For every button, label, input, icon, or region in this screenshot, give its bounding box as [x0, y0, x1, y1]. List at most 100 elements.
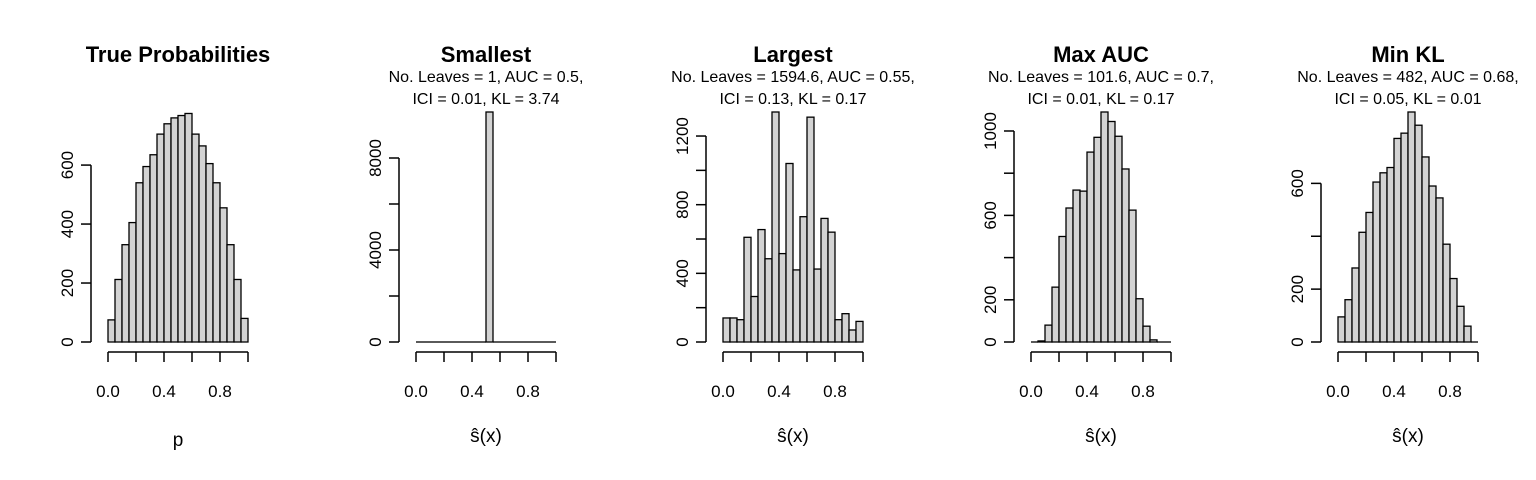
histogram-bar — [219, 207, 228, 343]
x-axis-label: ŝ(x) — [1085, 426, 1117, 447]
histogram-bar — [128, 221, 137, 343]
histogram-bar — [184, 112, 193, 343]
histogram-bar — [1428, 185, 1437, 343]
histogram-bar — [1086, 151, 1095, 343]
histogram-bar — [1421, 156, 1430, 343]
y-tick-label: 0 — [673, 337, 692, 346]
y-tick-label: 1200 — [673, 117, 692, 155]
histogram-bar — [121, 244, 130, 343]
x-tick-label: 0.4 — [460, 382, 484, 401]
panel-subtitle-line: ICI = 0.01, KL = 3.74 — [412, 91, 559, 108]
x-tick-label: 0.8 — [516, 382, 540, 401]
histogram-bar — [205, 162, 214, 343]
histogram-bar — [1400, 132, 1409, 343]
histogram-bar — [1121, 168, 1130, 343]
x-tick-label: 0.4 — [152, 382, 176, 401]
histogram-bar — [1337, 316, 1346, 343]
y-tick-label: 400 — [673, 259, 692, 287]
x-tick-label: 0.0 — [404, 382, 428, 401]
panel-subtitle-line: No. Leaves = 1594.6, AUC = 0.55, — [671, 69, 915, 86]
y-tick-label: 200 — [58, 269, 77, 297]
x-tick-label: 0.0 — [711, 382, 735, 401]
histogram-bar — [813, 268, 822, 343]
y-tick-label: 4000 — [366, 231, 385, 269]
histogram-bar — [834, 319, 843, 343]
histogram-bar — [226, 244, 235, 343]
histogram-bar — [1107, 120, 1116, 343]
panel-title: Min KL — [1371, 42, 1444, 67]
panel-subtitle-line: No. Leaves = 1, AUC = 0.5, — [389, 69, 584, 86]
histogram-bar — [1344, 299, 1353, 343]
y-tick-label: 400 — [58, 210, 77, 238]
histogram-bar — [1037, 340, 1046, 343]
panel-subtitle-line: No. Leaves = 482, AUC = 0.68, — [1297, 69, 1518, 86]
histogram-bar — [1372, 181, 1381, 343]
x-tick-label: 0.4 — [767, 382, 791, 401]
histogram-bar — [820, 217, 829, 343]
histogram-bar — [764, 258, 773, 343]
panel-subtitle-line: ICI = 0.01, KL = 0.17 — [1027, 91, 1174, 108]
histogram-bar — [1065, 207, 1074, 343]
histogram-bar — [1128, 209, 1137, 343]
x-tick-label: 0.8 — [1438, 382, 1462, 401]
x-tick-label: 0.0 — [96, 382, 120, 401]
histogram-bar — [1100, 111, 1109, 343]
y-tick-label: 600 — [981, 201, 1000, 229]
y-tick-label: 1000 — [981, 112, 1000, 150]
y-tick-label: 0 — [366, 337, 385, 346]
histogram-bar — [149, 154, 158, 343]
histogram-bar — [212, 182, 221, 343]
histogram-bar — [1351, 267, 1360, 343]
histogram-bar — [163, 123, 172, 343]
histogram-bar — [198, 145, 207, 343]
y-tick-label: 200 — [1288, 275, 1307, 303]
panel-title: Largest — [753, 42, 833, 67]
x-tick-label: 0.4 — [1382, 382, 1406, 401]
y-tick-label: 800 — [673, 190, 692, 218]
histogram-bar — [1407, 111, 1416, 343]
histogram-bar — [142, 165, 151, 343]
histogram-bar — [778, 252, 787, 343]
histogram-bar — [1051, 286, 1060, 343]
histogram-panel-5: Min KL No. Leaves = 482, AUC = 0.68, ICI =… — [1288, 42, 1519, 447]
histogram-bar — [757, 228, 766, 343]
histogram-bar — [1386, 166, 1395, 343]
x-tick-label: 0.0 — [1326, 382, 1350, 401]
histogram-bar — [792, 269, 801, 343]
panel-subtitle-line: No. Leaves = 101.6, AUC = 0.7, — [988, 69, 1214, 86]
histogram-bar — [170, 117, 179, 343]
histogram-bar — [1435, 197, 1444, 343]
histogram-bar — [785, 162, 794, 343]
histogram-bar — [1072, 189, 1081, 343]
histogram-bar — [240, 317, 249, 343]
histogram-bar — [191, 133, 200, 343]
histogram-bar — [1449, 277, 1458, 343]
histogram-bar — [1393, 137, 1402, 343]
y-tick-label: 600 — [58, 151, 77, 179]
histogram-bar — [827, 231, 836, 343]
histogram-bar — [107, 319, 116, 343]
x-axis-label: ŝ(x) — [1392, 426, 1424, 447]
y-tick-label: 200 — [981, 286, 1000, 314]
histogram-bar — [1379, 172, 1388, 343]
histogram-bar — [485, 111, 494, 343]
histogram-panel-1: True Probabilities 0 200 400 600 0.0 0.4 0.8 p — [58, 42, 270, 451]
x-axis-label: ŝ(x) — [777, 426, 809, 447]
x-tick-label: 0.4 — [1075, 382, 1099, 401]
histogram-bar — [750, 295, 759, 343]
histogram-panel-4: Max AUC No. Leaves = 101.6, AUC = 0.7, ICI… — [981, 42, 1214, 447]
histogram-bar — [855, 320, 864, 343]
histogram-bar — [806, 116, 815, 343]
histogram-bar — [1358, 231, 1367, 343]
x-tick-label: 0.8 — [823, 382, 847, 401]
histogram-bar — [156, 133, 165, 343]
histogram-bar — [743, 236, 752, 343]
histogram-bar — [1058, 235, 1067, 343]
x-axis-label: ŝ(x) — [470, 426, 502, 447]
histogram-bar — [848, 329, 857, 343]
histogram-bar — [177, 114, 186, 343]
y-tick-label: 8000 — [366, 139, 385, 177]
histogram-bar — [841, 313, 850, 343]
y-tick-label: 0 — [1288, 337, 1307, 346]
